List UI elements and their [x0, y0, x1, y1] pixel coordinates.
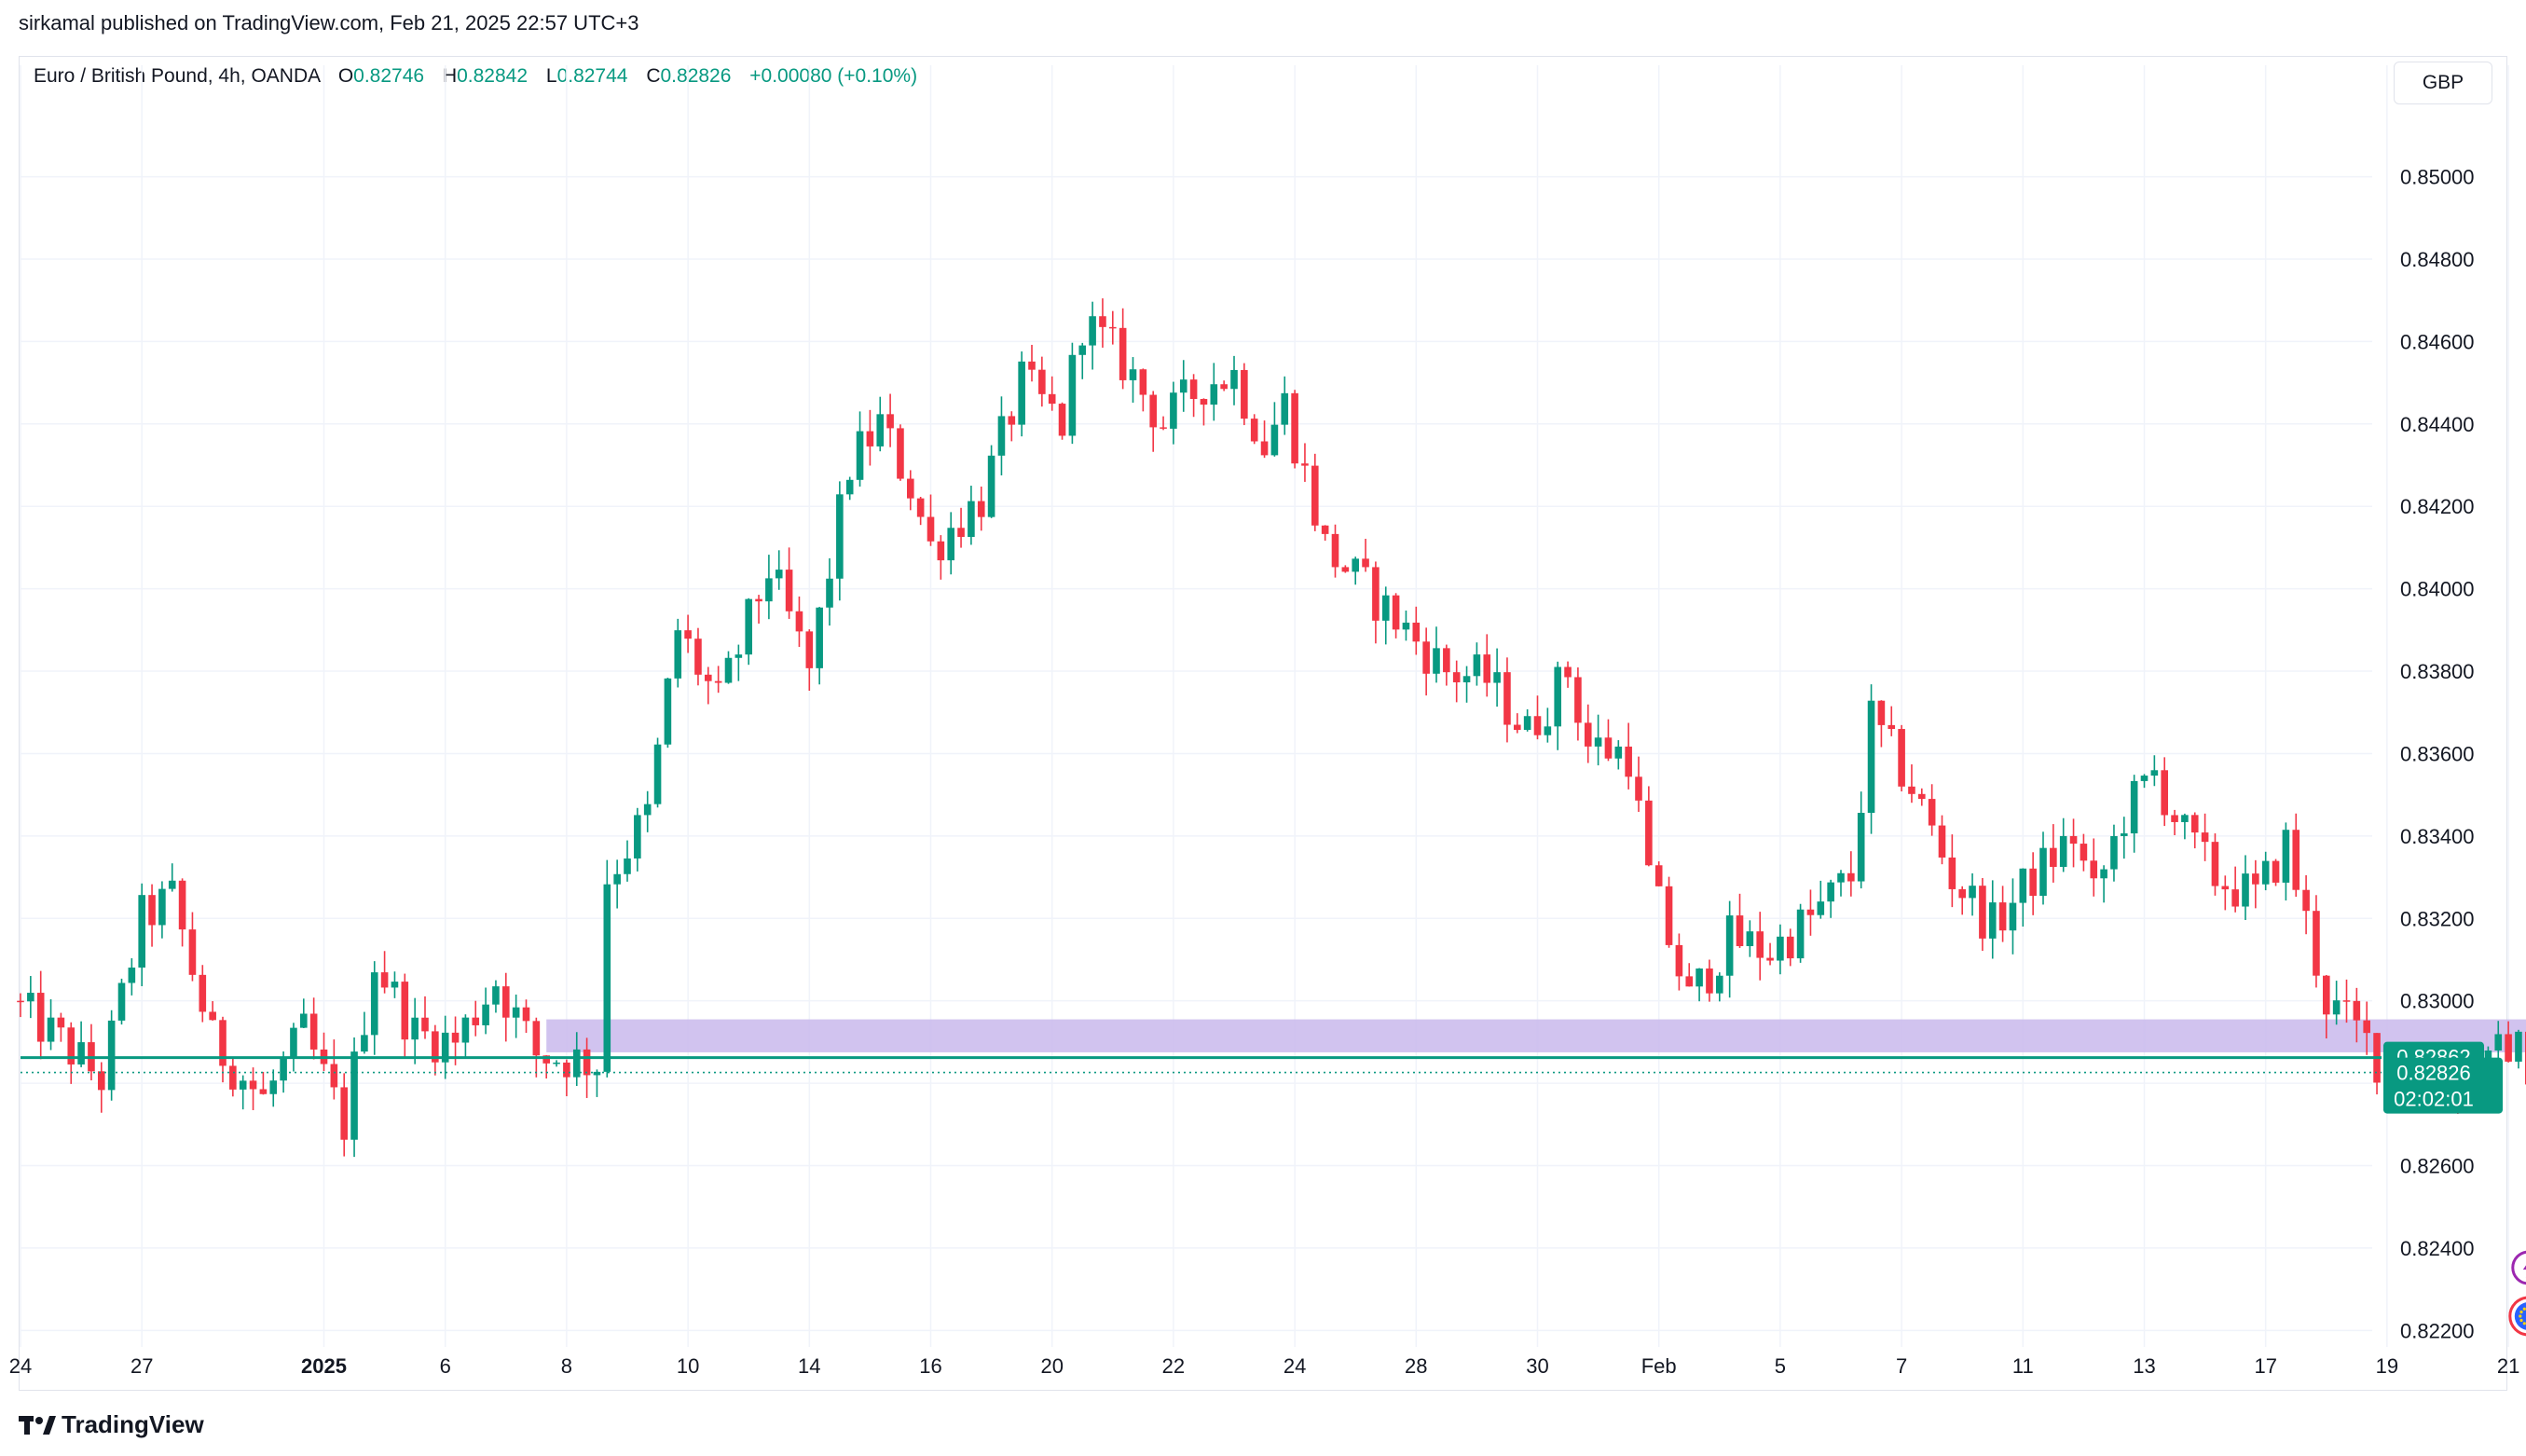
- open-value: 0.82746: [353, 65, 425, 87]
- candle[interactable]: [2515, 1029, 2522, 1069]
- close-value: 0.82826: [660, 65, 732, 87]
- flash-event-icon[interactable]: [2511, 1250, 2526, 1285]
- open-label: O: [337, 65, 354, 87]
- publisher-note: sirkamal published on TradingView.com, F…: [19, 11, 639, 34]
- brand-label: TradingView: [62, 1410, 204, 1438]
- change-value: +0.00080 (+0.10%): [749, 65, 918, 87]
- tradingview-logo[interactable]: TradingView: [19, 1410, 204, 1439]
- tradingview-logo-icon: [19, 1415, 56, 1435]
- candle-body: [2515, 1031, 2522, 1062]
- high-label: H: [442, 65, 458, 87]
- symbol-title[interactable]: Euro / British Pound, 4h, OANDA: [34, 65, 320, 87]
- high-value: 0.82842: [457, 65, 529, 87]
- low-value: 0.82744: [556, 65, 628, 87]
- eu-flag-icon[interactable]: [2508, 1296, 2526, 1337]
- chart-frame[interactable]: [19, 56, 2507, 1391]
- symbol-legend: Euro / British Pound, 4h, OANDA O0.82746…: [34, 65, 917, 88]
- low-label: L: [545, 65, 557, 87]
- currency-selector[interactable]: GBP: [2394, 62, 2492, 104]
- close-label: C: [646, 65, 661, 87]
